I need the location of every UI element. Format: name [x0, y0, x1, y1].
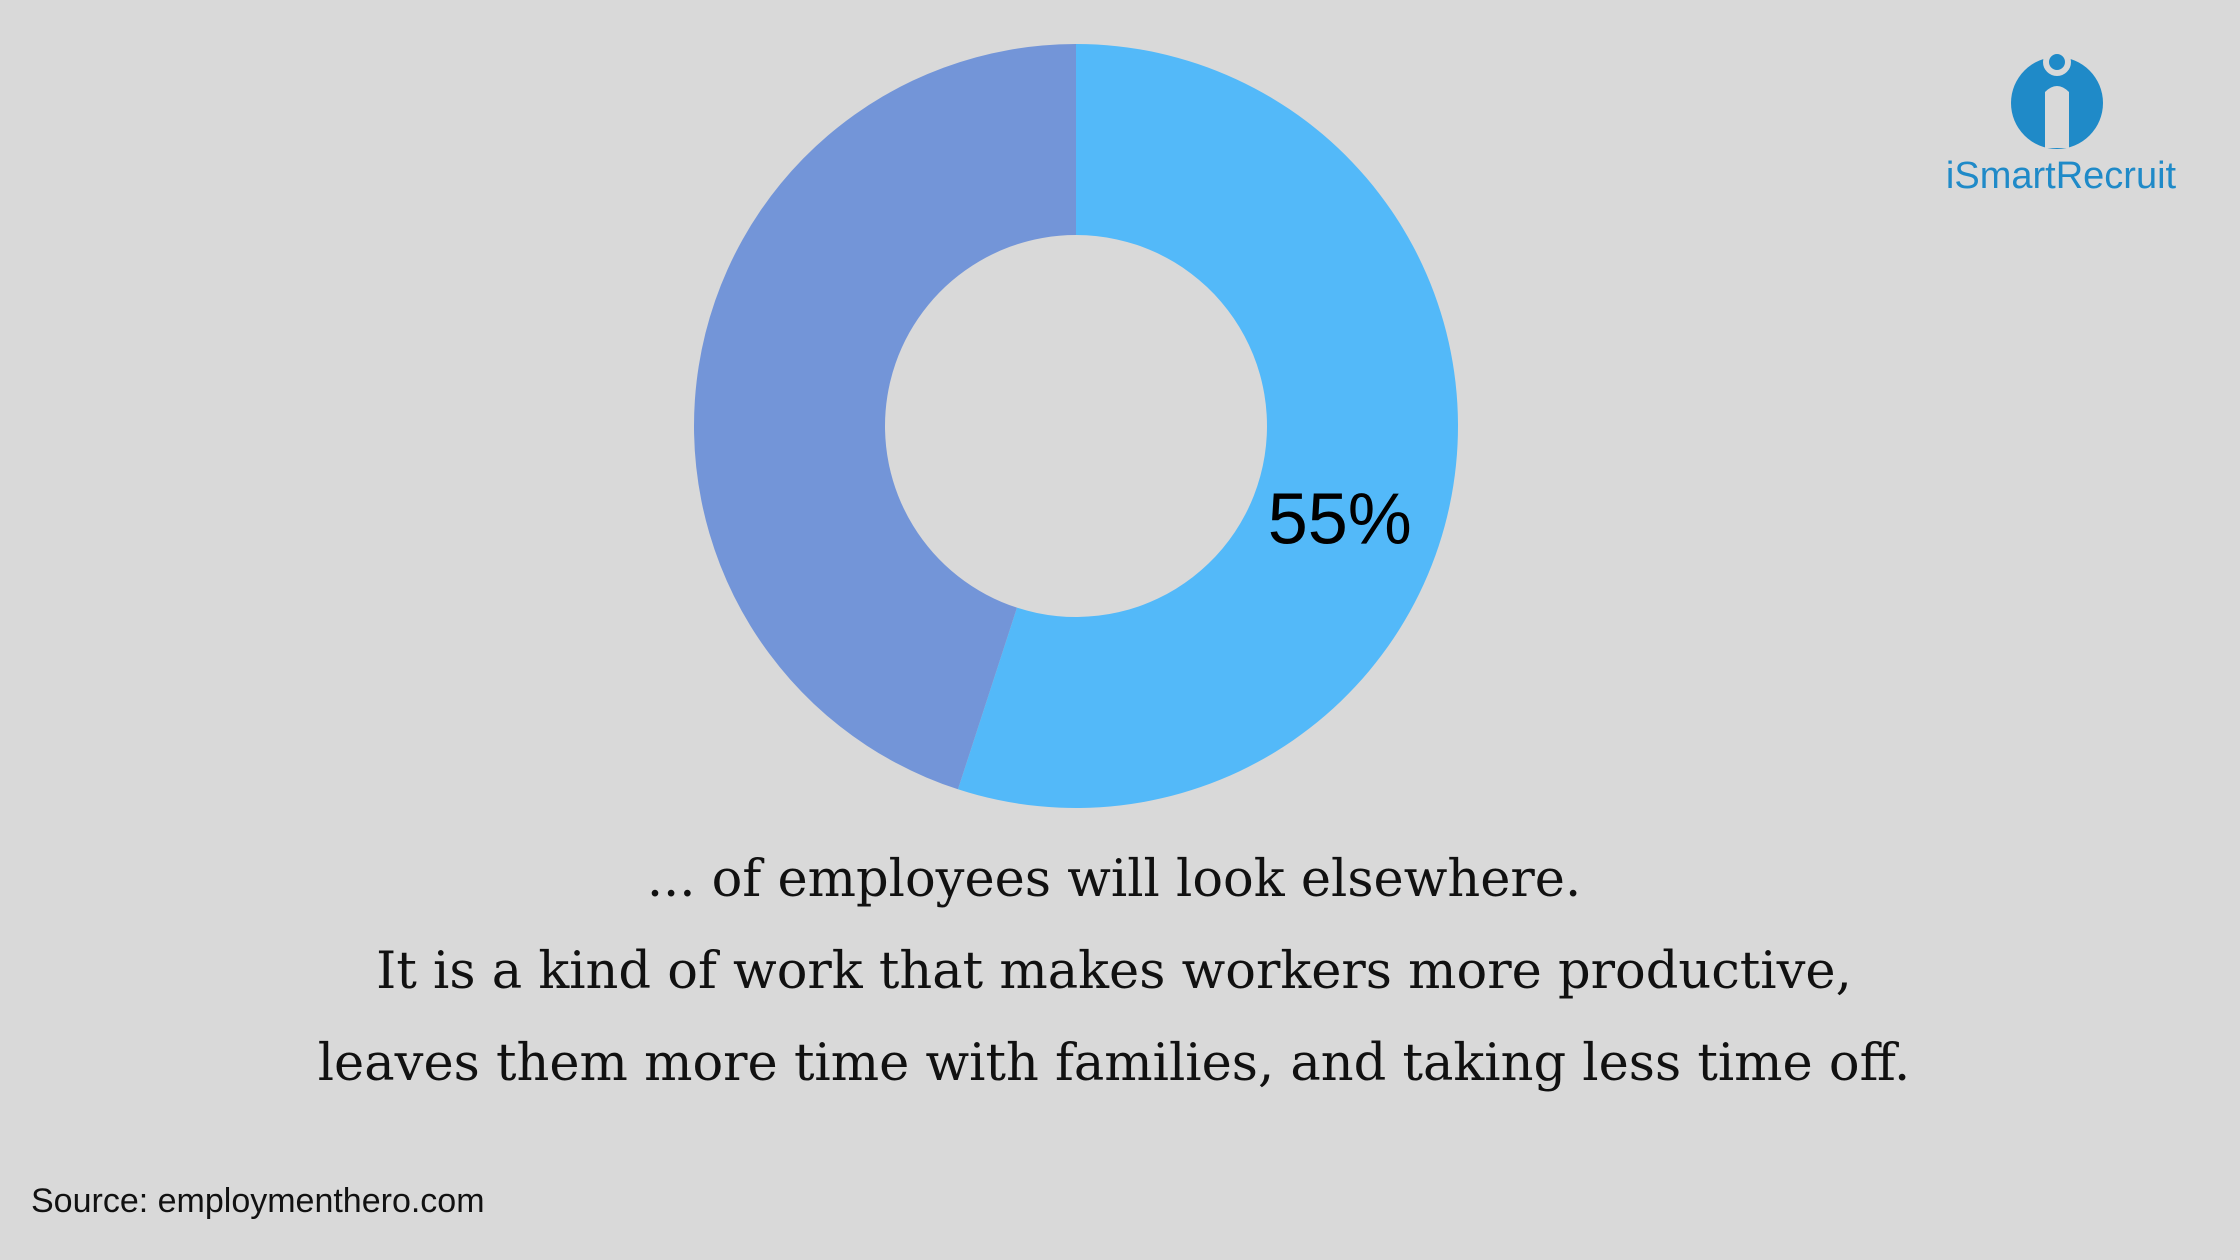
logo-icon-stem	[2045, 86, 2069, 148]
value-label: 55%	[1268, 479, 1412, 559]
logo: iSmartRecruit	[1946, 48, 2177, 197]
logo-icon-dot	[2043, 48, 2071, 76]
donut-slice	[957, 44, 1458, 808]
source: Source: employmenthero.com	[31, 1182, 485, 1220]
donut-slice	[693, 44, 1076, 790]
logo-text: iSmartRecruit	[1946, 155, 2177, 197]
caption-line: ... of employees will look elsewhere.	[647, 850, 1581, 909]
caption-line: It is a kind of work that makes workers …	[376, 942, 1852, 1001]
caption-line: leaves them more time with families, and…	[318, 1034, 1911, 1093]
